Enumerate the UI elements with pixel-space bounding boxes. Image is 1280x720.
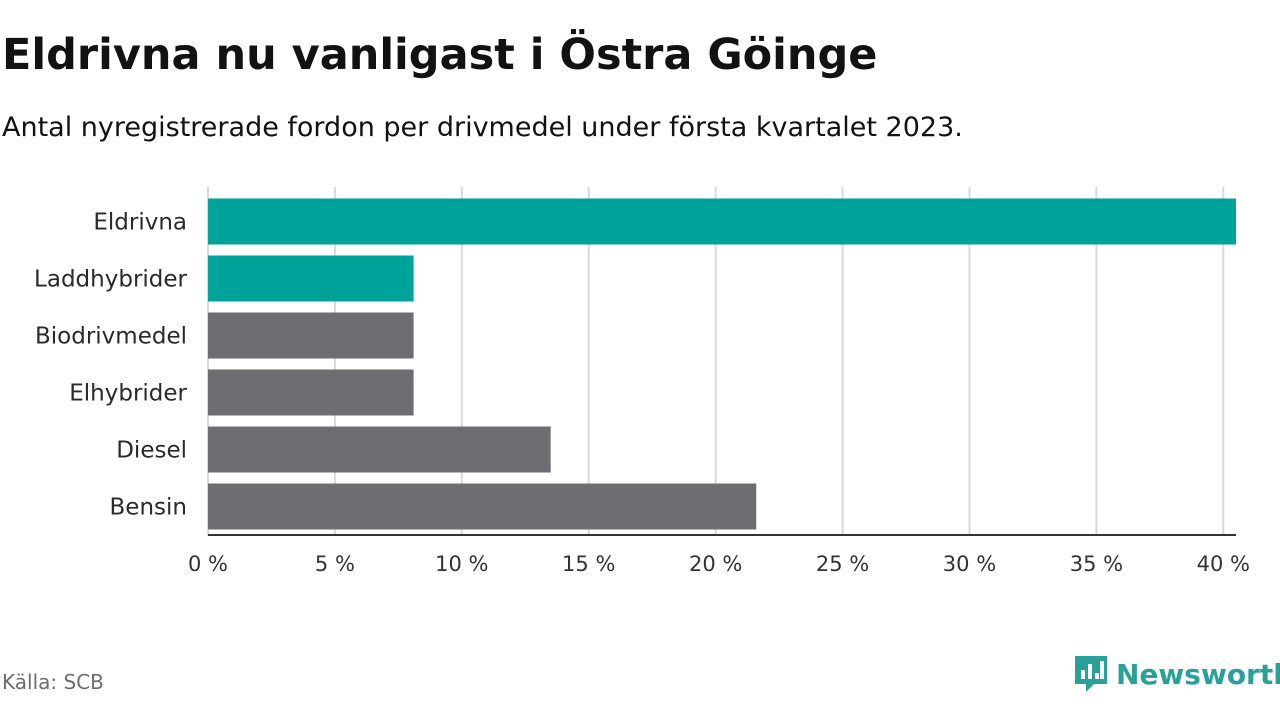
x-tick-label: 5 % bbox=[315, 552, 355, 576]
chart-subtitle: Antal nyregistrerade fordon per drivmede… bbox=[2, 112, 963, 143]
newsworthy-logo-icon bbox=[1075, 656, 1107, 692]
bar bbox=[208, 255, 414, 302]
category-label: Laddhybrider bbox=[34, 267, 187, 293]
bar bbox=[208, 198, 1236, 245]
bar-chart: 0 % 5 % 10 % 15 % 20 % 25 % 30 % 35 % 40 % Eldriv… bbox=[34, 187, 1250, 576]
bar bbox=[208, 369, 414, 416]
x-tick-label: 30 % bbox=[943, 552, 996, 576]
category-label: Biodrivmedel bbox=[35, 324, 187, 350]
x-tick-label: 0 % bbox=[188, 552, 228, 576]
bar bbox=[208, 312, 414, 359]
category-label: Eldrivna bbox=[93, 210, 187, 236]
category-label: Diesel bbox=[116, 438, 187, 464]
bar bbox=[208, 426, 551, 473]
x-tick-label: 40 % bbox=[1197, 552, 1250, 576]
x-tick-label: 10 % bbox=[435, 552, 488, 576]
brand-name: Newsworthy bbox=[1116, 657, 1280, 691]
source-note: Källa: SCB bbox=[2, 670, 104, 694]
x-tick-label: 35 % bbox=[1070, 552, 1123, 576]
bar bbox=[208, 483, 757, 530]
x-tick-label: 20 % bbox=[689, 552, 742, 576]
category-label: Elhybrider bbox=[69, 381, 187, 407]
category-label: Bensin bbox=[110, 495, 187, 521]
x-tick-label: 25 % bbox=[816, 552, 869, 576]
chart-title: Eldrivna nu vanligast i Östra Göinge bbox=[2, 30, 878, 80]
x-tick-label: 15 % bbox=[562, 552, 615, 576]
newsworthy-brand: Newsworthy bbox=[1072, 654, 1280, 694]
